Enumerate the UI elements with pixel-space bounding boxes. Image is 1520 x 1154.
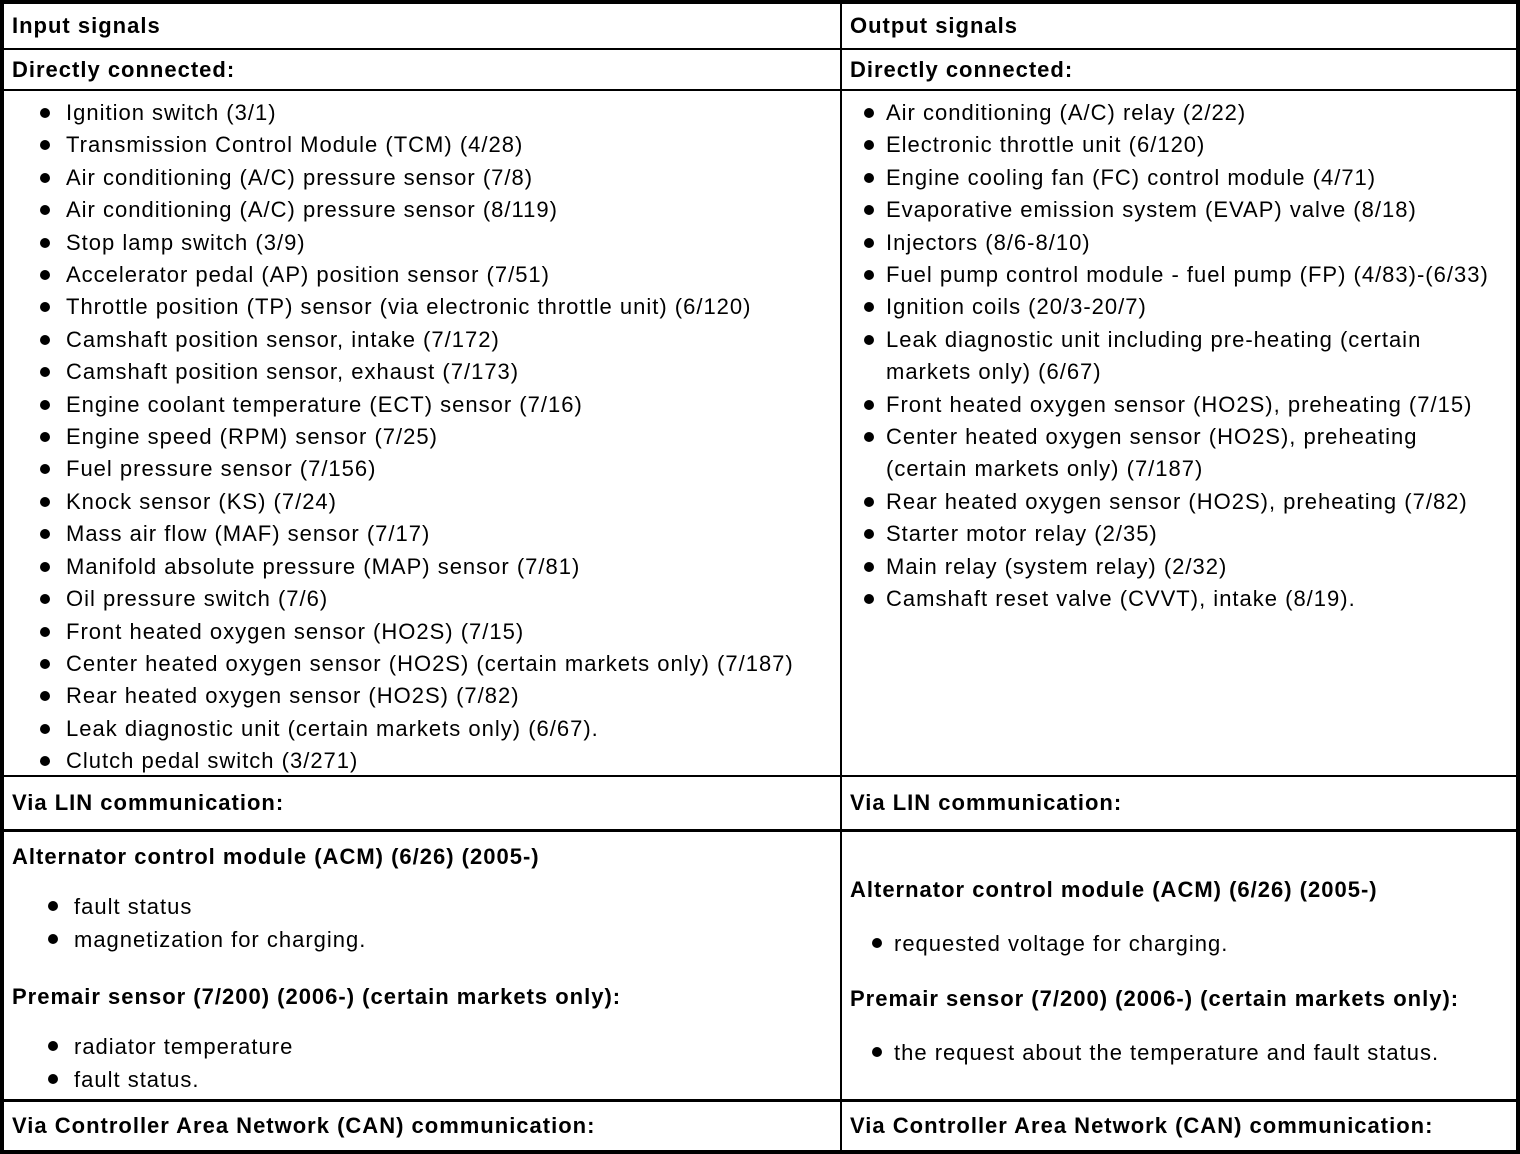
list-item: Air conditioning (A/C) pressure sensor (…: [38, 162, 832, 194]
list-item: Accelerator pedal (AP) position sensor (…: [38, 259, 832, 291]
output-lin-premair-list: the request about the temperature and fa…: [850, 1036, 1508, 1069]
list-item: Knock sensor (KS) (7/24): [38, 486, 832, 518]
list-item: fault status: [46, 890, 824, 923]
list-item: Center heated oxygen sensor (HO2S) (cert…: [38, 648, 832, 680]
list-item: Fuel pressure sensor (7/156): [38, 453, 832, 485]
output-directly-connected-cell: Directly connected:: [842, 50, 1516, 91]
list-item: fault status.: [46, 1063, 824, 1096]
list-item: Rear heated oxygen sensor (HO2S) (7/82): [38, 680, 832, 712]
list-item: Throttle position (TP) sensor (via elect…: [38, 291, 832, 323]
input-via-can-cell: Via Controller Area Network (CAN) commun…: [4, 1102, 842, 1150]
output-lin-premair-heading: Premair sensor (7/200) (2006-) (certain …: [850, 986, 1460, 1011]
input-lin-acm-list: fault status magnetization for charging.: [12, 890, 832, 956]
list-item: Oil pressure switch (7/6): [38, 583, 832, 615]
output-direct-items-cell: Air conditioning (A/C) relay (2/22) Elect…: [842, 91, 1516, 777]
list-item: Starter motor relay (2/35): [862, 518, 1499, 550]
input-lin-section-premair: Premair sensor (7/200) (2006-) (certain …: [12, 984, 832, 1096]
list-item: Leak diagnostic unit (certain markets on…: [38, 713, 832, 745]
input-via-lin-cell: Via LIN communication:: [4, 777, 842, 832]
list-item: Transmission Control Module (TCM) (4/28): [38, 129, 832, 161]
list-item: Mass air flow (MAF) sensor (7/17): [38, 518, 832, 550]
list-item: Main relay (system relay) (2/32): [862, 551, 1499, 583]
list-item: Camshaft position sensor, intake (7/172): [38, 324, 832, 356]
output-via-lin-label: Via LIN communication:: [850, 790, 1123, 815]
output-signals-header: Output signals: [850, 13, 1018, 38]
list-item: Injectors (8/6-8/10): [862, 227, 1499, 259]
list-item: Front heated oxygen sensor (HO2S) (7/15): [38, 616, 832, 648]
input-directly-connected-label: Directly connected:: [12, 56, 236, 82]
list-item: Engine speed (RPM) sensor (7/25): [38, 421, 832, 453]
output-lin-acm-list: requested voltage for charging.: [850, 927, 1508, 960]
list-item: the request about the temperature and fa…: [870, 1036, 1500, 1069]
list-item: Ignition switch (3/1): [38, 97, 832, 129]
input-lin-acm-heading: Alternator control module (ACM) (6/26) (…: [12, 844, 540, 869]
list-item: Rear heated oxygen sensor (HO2S), prehea…: [862, 486, 1499, 518]
list-item: Leak diagnostic unit including pre-heati…: [862, 324, 1499, 389]
list-item: Engine coolant temperature (ECT) sensor …: [38, 389, 832, 421]
list-item: Fuel pump control module - fuel pump (FP…: [862, 259, 1499, 291]
input-lin-content-cell: Alternator control module (ACM) (6/26) (…: [4, 832, 842, 1102]
list-item: Front heated oxygen sensor (HO2S), prehe…: [862, 389, 1499, 421]
input-lin-premair-list: radiator temperature fault status.: [12, 1030, 832, 1096]
list-item: Clutch pedal switch (3/271): [38, 745, 832, 775]
list-item: Electronic throttle unit (6/120): [862, 129, 1499, 161]
input-direct-items-list: Ignition switch (3/1) Transmission Contro…: [4, 91, 840, 775]
input-via-can-label: Via Controller Area Network (CAN) commun…: [12, 1113, 596, 1138]
input-via-lin-label: Via LIN communication:: [12, 790, 285, 815]
list-item: Camshaft position sensor, exhaust (7/173…: [38, 356, 832, 388]
input-lin-premair-heading: Premair sensor (7/200) (2006-) (certain …: [12, 984, 622, 1009]
list-item: Air conditioning (A/C) pressure sensor (…: [38, 194, 832, 226]
list-item: Stop lamp switch (3/9): [38, 227, 832, 259]
output-lin-content-cell: Alternator control module (ACM) (6/26) (…: [842, 832, 1516, 1102]
output-directly-connected-label: Directly connected:: [850, 56, 1074, 82]
output-via-lin-cell: Via LIN communication:: [842, 777, 1516, 832]
output-lin-acm-heading: Alternator control module (ACM) (6/26) (…: [850, 877, 1378, 902]
list-item: Center heated oxygen sensor (HO2S), preh…: [862, 421, 1499, 486]
output-via-can-label: Via Controller Area Network (CAN) commun…: [850, 1113, 1434, 1138]
input-signals-header: Input signals: [12, 13, 161, 38]
list-item: Camshaft reset valve (CVVT), intake (8/1…: [862, 583, 1499, 615]
list-item: Ignition coils (20/3-20/7): [862, 291, 1499, 323]
list-item: magnetization for charging.: [46, 923, 824, 956]
list-item: Air conditioning (A/C) relay (2/22): [862, 97, 1499, 129]
list-item: Engine cooling fan (FC) control module (…: [862, 162, 1499, 194]
output-signals-header-cell: Output signals: [842, 4, 1516, 50]
list-item: Evaporative emission system (EVAP) valve…: [862, 194, 1499, 226]
input-direct-items-cell: Ignition switch (3/1) Transmission Contro…: [4, 91, 842, 777]
input-directly-connected-cell: Directly connected:: [4, 50, 842, 91]
list-item: Manifold absolute pressure (MAP) sensor …: [38, 551, 832, 583]
list-item: requested voltage for charging.: [870, 927, 1500, 960]
output-via-can-cell: Via Controller Area Network (CAN) commun…: [842, 1102, 1516, 1150]
list-item: radiator temperature: [46, 1030, 824, 1063]
input-signals-header-cell: Input signals: [4, 4, 842, 50]
output-lin-section-premair: Premair sensor (7/200) (2006-) (certain …: [850, 986, 1508, 1069]
output-lin-section-acm: Alternator control module (ACM) (6/26) (…: [850, 877, 1508, 960]
input-lin-section-acm: Alternator control module (ACM) (6/26) (…: [12, 844, 832, 956]
output-direct-items-list: Air conditioning (A/C) relay (2/22) Elect…: [842, 91, 1516, 616]
